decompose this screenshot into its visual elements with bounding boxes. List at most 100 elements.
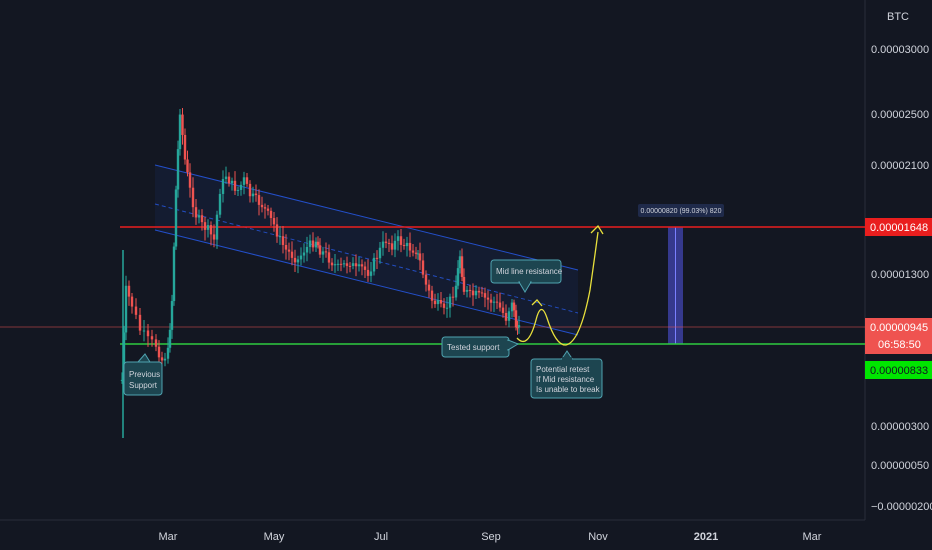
candle-body xyxy=(138,314,142,331)
channel-lower-line[interactable] xyxy=(154,229,579,336)
candle-body xyxy=(275,224,279,237)
projection-arrow-icon xyxy=(531,299,543,307)
candle-body xyxy=(454,285,458,298)
candle-body xyxy=(510,302,514,312)
y-tick-label: 0.00000300 xyxy=(871,421,929,433)
candle-body xyxy=(416,253,420,255)
candle-body xyxy=(342,263,346,265)
x-tick-label: Mar xyxy=(803,531,822,543)
candle-body xyxy=(166,347,170,359)
note-box xyxy=(123,361,163,396)
price-range-tool[interactable]: 0.00000820 (99.03%) 820 xyxy=(638,204,724,344)
candle-body xyxy=(366,269,370,276)
candle-body xyxy=(378,247,382,259)
candle-body xyxy=(269,210,273,219)
candle-body xyxy=(157,346,161,358)
candle-body xyxy=(233,180,237,191)
note-line: Potential retest xyxy=(536,365,590,374)
note-tested-support[interactable]: Tested support xyxy=(441,336,520,358)
y-tick-label: 0.00001300 xyxy=(871,269,929,281)
candle-body xyxy=(477,290,481,293)
candle-body xyxy=(381,241,385,248)
candle-body xyxy=(421,260,425,275)
candle-body xyxy=(372,257,376,272)
candle-body xyxy=(333,264,337,266)
candle-body xyxy=(176,149,180,190)
candle-body xyxy=(278,236,282,238)
candle-body xyxy=(348,265,352,267)
candle-body xyxy=(191,187,195,208)
candle-body xyxy=(215,214,219,240)
candle-body xyxy=(308,240,312,247)
candle-body xyxy=(224,176,228,180)
candle-body xyxy=(318,245,322,255)
candle-body xyxy=(462,276,466,292)
range-label-box xyxy=(638,204,724,217)
candle-body xyxy=(245,177,249,184)
candle-body xyxy=(194,207,198,218)
candle-body xyxy=(230,180,234,184)
candle-body xyxy=(390,243,394,250)
candle-body xyxy=(436,300,440,305)
note-mid-line-resistance[interactable]: Mid line resistance xyxy=(490,259,563,293)
candle-body xyxy=(284,244,288,250)
candle-body xyxy=(174,189,178,247)
note-line: Support xyxy=(129,381,158,390)
price-projection[interactable] xyxy=(516,224,604,346)
candle-body xyxy=(405,242,409,247)
tag-value: 0.00001648 xyxy=(870,222,928,234)
candle-body xyxy=(351,263,355,267)
note-line: Is unable to break xyxy=(536,385,601,394)
price-axis[interactable]: 0.00003000 0.00002500 0.00002100 0.00001… xyxy=(871,44,932,513)
candle-body xyxy=(170,301,174,330)
candle-body xyxy=(120,379,124,381)
candle-body xyxy=(486,297,490,300)
candle-body xyxy=(433,300,437,305)
note-previous-support[interactable]: Previous Support xyxy=(123,353,163,396)
candle-body xyxy=(495,301,499,303)
note-line: Tested support xyxy=(447,343,500,352)
candle-body xyxy=(299,255,303,260)
candle-body xyxy=(448,296,452,308)
candle-body xyxy=(200,215,204,223)
candle-body xyxy=(321,251,325,255)
note-line: Mid line resistance xyxy=(496,267,563,276)
candle-body xyxy=(501,307,505,313)
note-potential-retest[interactable]: Potential retest If Mid resistance Is un… xyxy=(530,350,603,399)
candle-body xyxy=(212,234,216,240)
candle-body xyxy=(236,189,240,191)
candle-body xyxy=(480,292,484,294)
candle-body xyxy=(206,225,210,230)
candle-body xyxy=(324,251,328,253)
tag-bg xyxy=(865,361,932,379)
channel-mid-line[interactable] xyxy=(154,203,579,314)
note-line: Previous xyxy=(129,370,160,379)
candle-body xyxy=(375,257,379,259)
candle-body xyxy=(290,251,294,258)
candle-body xyxy=(418,253,422,261)
time-axis[interactable]: Mar May Jul Sep Nov 2021 Mar xyxy=(159,531,822,543)
candle-body xyxy=(127,285,131,297)
note-pointer-mask xyxy=(506,341,509,349)
candle-body xyxy=(251,193,255,197)
projection-path[interactable] xyxy=(516,231,599,346)
tag-bg xyxy=(865,218,932,236)
y-tick-label: 0.00003000 xyxy=(871,44,929,56)
projection-arrow-icon xyxy=(590,224,604,235)
y-tick-label: 0.00002500 xyxy=(871,109,929,121)
candle-body xyxy=(218,193,222,215)
candle-body xyxy=(266,208,270,211)
candle-body xyxy=(414,252,418,254)
candle-body xyxy=(178,114,182,150)
countdown-value: 06:58:50 xyxy=(878,339,921,351)
candle-body xyxy=(483,293,487,298)
candlestick-series[interactable] xyxy=(120,108,521,438)
candle-body xyxy=(168,329,172,348)
candle-body xyxy=(498,302,502,308)
candle-body xyxy=(504,312,508,321)
candle-body xyxy=(183,134,187,160)
candle-body xyxy=(456,268,460,286)
candle-body xyxy=(360,264,364,267)
candle-body xyxy=(517,325,521,328)
